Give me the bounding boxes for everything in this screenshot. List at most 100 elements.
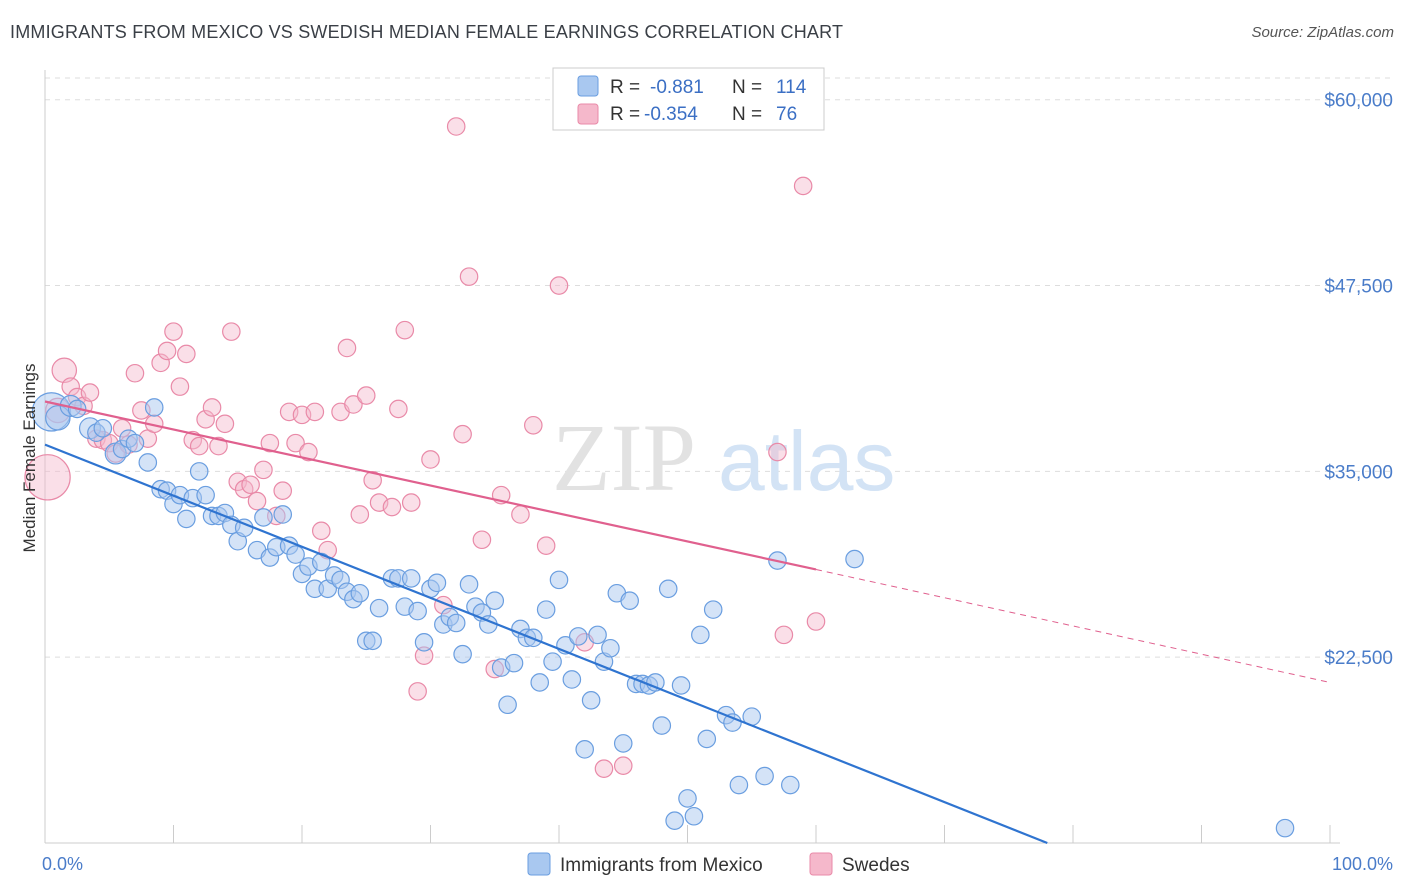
swedes-point <box>536 536 556 555</box>
mexico-point <box>530 673 550 692</box>
mexico-point <box>286 545 305 564</box>
mexico-point <box>138 453 158 472</box>
mexico-point <box>678 789 697 808</box>
chart-title: IMMIGRANTS FROM MEXICO VS SWEDISH MEDIAN… <box>10 22 844 42</box>
swedes-point <box>311 521 331 541</box>
watermark: ZIP atlas <box>552 404 895 511</box>
y-tick-label: $60,000 <box>1324 91 1393 112</box>
mexico-point <box>845 549 864 569</box>
swedes-point <box>774 625 794 645</box>
chart-source: Source: ZipAtlas.com <box>1251 24 1394 41</box>
swedes-point <box>793 176 813 196</box>
swedes-point <box>196 410 215 429</box>
mexico-point <box>189 462 209 481</box>
swedes-point <box>170 377 190 396</box>
mexico-point <box>350 583 370 603</box>
mexico-point <box>684 806 704 826</box>
swedes-point <box>299 442 318 462</box>
mexico-point <box>671 676 691 695</box>
swedes-point <box>549 276 569 295</box>
swedes-point <box>209 436 228 456</box>
mexico-point <box>588 625 607 645</box>
bottom-legend-swatch-mexico <box>527 852 551 876</box>
mexico-point <box>459 575 479 594</box>
mexico-point <box>697 729 717 749</box>
y-tick-label: $35,000 <box>1324 462 1393 483</box>
mexico-point <box>453 644 472 664</box>
y-axis-label: Median Female Earnings <box>20 364 39 553</box>
swedes-point <box>286 433 305 453</box>
mexico-point <box>93 418 113 438</box>
swedes-trend-extension <box>815 568 1331 683</box>
y-tick-label: $47,500 <box>1324 277 1393 298</box>
swedes-point <box>459 267 479 286</box>
swedes-point <box>260 433 280 453</box>
swedes-point <box>363 470 382 490</box>
legend-r-value-1: -0.881 <box>650 77 704 98</box>
legend-n-value-1: 114 <box>776 77 807 98</box>
legend: R = -0.881 N = 114 R = -0.354 N = 76 <box>552 67 825 131</box>
mexico-point <box>665 811 684 830</box>
mexico-point <box>427 573 447 593</box>
swedes-point <box>401 493 421 512</box>
mexico-point <box>401 569 421 588</box>
mexico-point <box>536 600 556 619</box>
gridlines <box>45 77 1395 658</box>
swedes-point <box>594 759 614 778</box>
swedes-point <box>472 530 492 550</box>
mexico-point <box>369 598 389 618</box>
bottom-legend: Immigrants from Mexico Swedes <box>527 852 910 876</box>
mexico-point <box>498 695 517 715</box>
mexico-point <box>601 638 620 658</box>
bottom-legend-label-swedes: Swedes <box>842 855 910 876</box>
trend-lines <box>44 400 1331 845</box>
swedes-point <box>382 497 402 517</box>
swedes-point <box>408 682 427 701</box>
swedes-point <box>51 357 78 384</box>
mexico-point <box>125 433 145 453</box>
swedes-point <box>446 117 466 136</box>
legend-n-label-2: N = <box>732 104 762 125</box>
mexico-trend-line <box>44 443 1048 845</box>
swedes-point <box>337 338 357 358</box>
mexico-point <box>691 625 710 645</box>
mexico-point <box>652 716 672 735</box>
swedes-point <box>222 322 241 341</box>
mexico-points <box>31 392 1295 838</box>
x-tick-label-start: 0.0% <box>42 854 83 874</box>
mexico-point <box>613 734 633 753</box>
swedes-point <box>215 414 235 434</box>
swedes-point <box>189 436 209 456</box>
legend-r-value-2: -0.354 <box>644 104 698 125</box>
bottom-legend-swatch-swedes <box>809 852 833 876</box>
mexico-point <box>363 631 382 651</box>
mexico-point <box>575 740 594 759</box>
swedes-point <box>157 341 177 361</box>
watermark-atlas: atlas <box>718 414 895 508</box>
swedes-point <box>125 363 145 383</box>
legend-swatch-mexico <box>577 75 599 97</box>
mexico-point <box>781 775 800 795</box>
swedes-point <box>344 395 363 414</box>
swedes-point <box>356 386 376 405</box>
mexico-point <box>504 653 524 673</box>
y-tick-label: $22,500 <box>1324 648 1393 669</box>
mexico-point <box>755 766 774 786</box>
swedes-point <box>80 383 100 402</box>
mexico-point <box>658 579 678 599</box>
swedes-point <box>511 505 530 524</box>
mexico-point <box>446 613 466 633</box>
legend-n-value-2: 76 <box>776 104 797 125</box>
swedes-point <box>305 402 325 422</box>
swedes-point <box>395 320 415 340</box>
swedes-point <box>453 424 472 444</box>
mexico-point <box>562 670 582 689</box>
mexico-point <box>485 591 505 610</box>
mexico-point <box>273 505 293 524</box>
mexico-point <box>414 633 434 652</box>
mexico-point <box>543 652 562 671</box>
mexico-point <box>144 398 164 417</box>
x-tick-labels: 0.0% 100.0% <box>42 854 1393 874</box>
swedes-point <box>524 415 543 435</box>
